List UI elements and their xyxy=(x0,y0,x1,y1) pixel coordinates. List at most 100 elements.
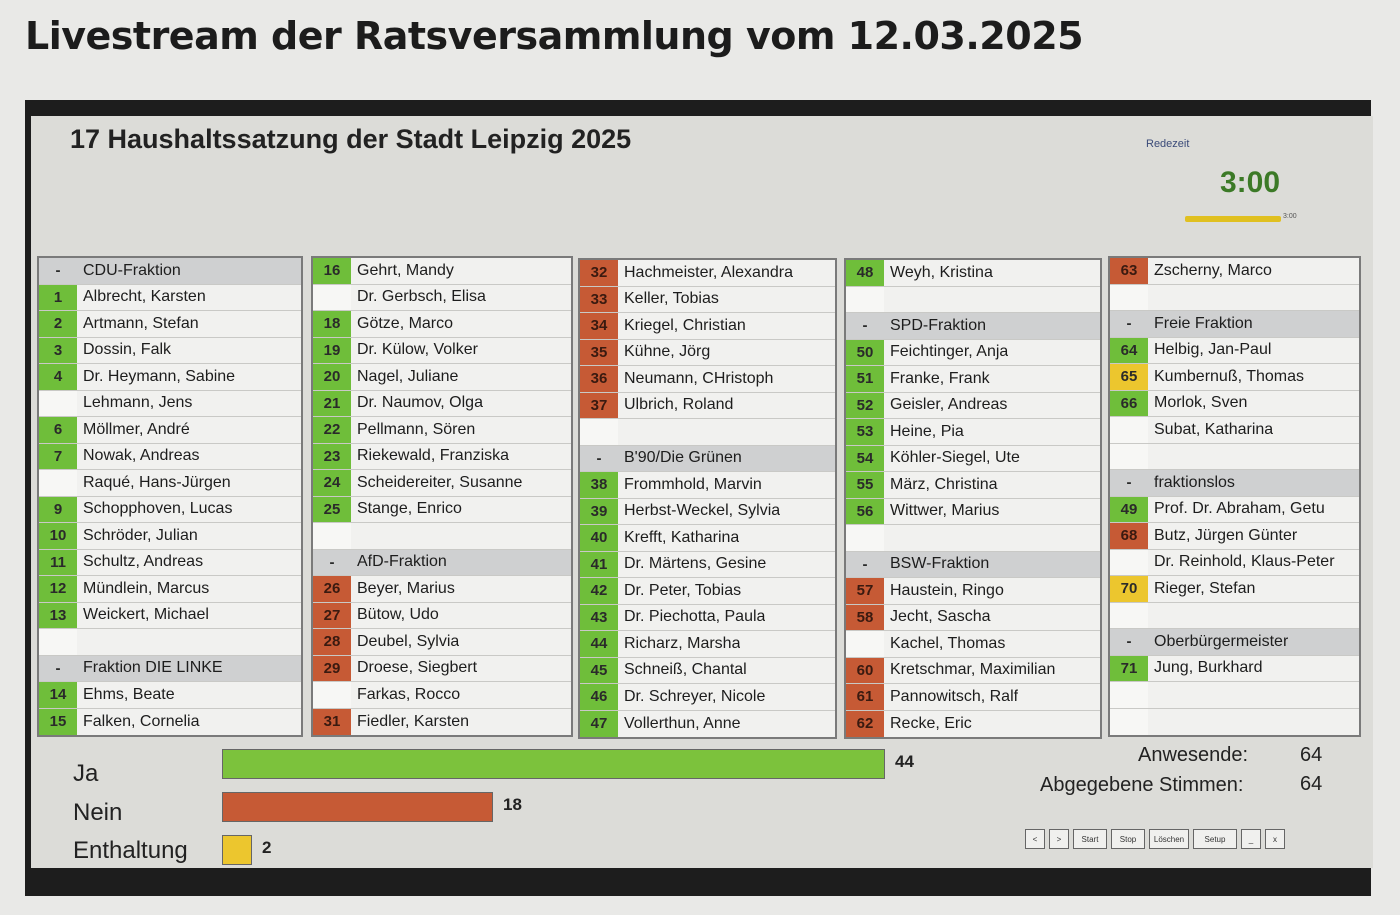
seat-number: 21 xyxy=(313,390,351,416)
member-row: 58 Jecht, Sascha xyxy=(846,604,1100,631)
member-name: März, Christina xyxy=(890,475,998,493)
control-button[interactable]: Start xyxy=(1073,829,1107,849)
member-name: Recke, Eric xyxy=(890,714,972,732)
control-button[interactable]: Löschen xyxy=(1149,829,1189,849)
seat-number: 15 xyxy=(39,708,77,735)
member-name: Helbig, Jan-Paul xyxy=(1154,341,1272,359)
member-row: 57 Haustein, Ringo xyxy=(846,578,1100,605)
faction-header-row: - AfD-Fraktion xyxy=(313,549,571,576)
member-name: Fiedler, Karsten xyxy=(357,712,470,730)
vote-bar-enthaltung xyxy=(222,835,252,865)
faction-marker: - xyxy=(862,555,868,573)
member-row xyxy=(1110,602,1359,629)
vote-label-enthaltung: Enthaltung xyxy=(73,837,188,864)
member-name: Dr. Peter, Tobias xyxy=(624,581,742,599)
faction-header-row: - fraktionslos xyxy=(1110,470,1359,497)
control-button[interactable]: Stop xyxy=(1111,829,1145,849)
member-row: 13 Weickert, Michael xyxy=(39,602,301,629)
faction-name: AfD-Fraktion xyxy=(357,553,447,571)
member-row: 51 Franke, Frank xyxy=(846,366,1100,393)
member-name: Pannowitsch, Ralf xyxy=(890,687,1019,705)
member-name: Rieger, Stefan xyxy=(1154,579,1256,597)
member-name: Schopphoven, Lucas xyxy=(83,500,233,518)
member-row: 52 Geisler, Andreas xyxy=(846,392,1100,419)
seat-number: 19 xyxy=(313,337,351,363)
seat-number: 47 xyxy=(580,710,618,737)
member-name: Farkas, Rocco xyxy=(357,685,461,703)
member-row: 19 Dr. Külow, Volker xyxy=(313,337,571,364)
member-row: 55 März, Christina xyxy=(846,472,1100,499)
seat-number: 27 xyxy=(313,602,351,628)
seat-number: 41 xyxy=(580,551,618,577)
faction-header-row: - Oberbürgermeister xyxy=(1110,629,1359,656)
seat-number: 71 xyxy=(1110,655,1148,681)
seat-number: 16 xyxy=(313,258,351,284)
seat-number: 38 xyxy=(580,472,618,498)
member-row: 65 Kumbernuß, Thomas xyxy=(1110,364,1359,391)
member-row: 20 Nagel, Juliane xyxy=(313,364,571,391)
member-name: Frommhold, Marvin xyxy=(624,475,762,493)
control-button[interactable]: _ xyxy=(1241,829,1261,849)
member-row: 68 Butz, Jürgen Günter xyxy=(1110,523,1359,550)
member-name: Deubel, Sylvia xyxy=(357,632,460,650)
member-row: 49 Prof. Dr. Abraham, Getu xyxy=(1110,496,1359,523)
member-name: Feichtinger, Anja xyxy=(890,343,1009,361)
seat-number: 53 xyxy=(846,419,884,445)
seat-number: 26 xyxy=(313,576,351,602)
member-name: Wittwer, Marius xyxy=(890,502,1000,520)
member-row: Subat, Katharina xyxy=(1110,417,1359,444)
seat-number: 14 xyxy=(39,682,77,708)
member-row: 26 Beyer, Marius xyxy=(313,576,571,603)
member-name: Kühne, Jörg xyxy=(624,343,711,361)
member-name: Weyh, Kristina xyxy=(890,263,993,281)
faction-name: Fraktion DIE LINKE xyxy=(83,659,223,677)
member-row: 31 Fiedler, Karsten xyxy=(313,708,571,735)
seat-number: 44 xyxy=(580,631,618,657)
seat-number: 43 xyxy=(580,604,618,630)
member-name: Riekewald, Franziska xyxy=(357,447,510,465)
member-row xyxy=(1110,708,1359,735)
control-button[interactable]: < xyxy=(1025,829,1045,849)
seat-number xyxy=(846,286,884,312)
seat-number: 42 xyxy=(580,578,618,604)
seat-number: 12 xyxy=(39,576,77,602)
member-name: Bütow, Udo xyxy=(357,606,439,624)
member-row: 63 Zscherny, Marco xyxy=(1110,258,1359,285)
seat-number: 4 xyxy=(39,364,77,390)
member-column: 16 Gehrt, Mandy Dr. Gerbsch, Elisa 18 Götze,… xyxy=(311,256,573,737)
redezeit-label: Redezeit xyxy=(1146,138,1190,150)
member-name: Kriegel, Christian xyxy=(624,316,746,334)
member-row: 53 Heine, Pia xyxy=(846,419,1100,446)
seat-number: 65 xyxy=(1110,364,1148,390)
seat-number xyxy=(39,629,77,655)
faction-header-row: - CDU-Fraktion xyxy=(39,258,301,285)
abgegeben-label: Abgegebene Stimmen: xyxy=(1040,774,1244,796)
seat-number: 37 xyxy=(580,392,618,418)
faction-header-row: - Fraktion DIE LINKE xyxy=(39,655,301,682)
member-row: 9 Schopphoven, Lucas xyxy=(39,496,301,523)
agenda-title: 17 Haushaltssatzung der Stadt Leipzig 20… xyxy=(70,124,632,154)
seat-number: 2 xyxy=(39,311,77,337)
member-row: 21 Dr. Naumov, Olga xyxy=(313,390,571,417)
vote-label-nein: Nein xyxy=(73,799,123,826)
control-button[interactable]: > xyxy=(1049,829,1069,849)
member-row: 62 Recke, Eric xyxy=(846,710,1100,737)
member-row: 29 Droese, Siegbert xyxy=(313,655,571,682)
seat-number: 7 xyxy=(39,443,77,469)
seat-number: 13 xyxy=(39,602,77,628)
control-button[interactable]: x xyxy=(1265,829,1285,849)
faction-marker: - xyxy=(862,317,868,335)
member-row: 50 Feichtinger, Anja xyxy=(846,339,1100,366)
member-name: Krefft, Katharina xyxy=(624,528,740,546)
member-name: Subat, Katharina xyxy=(1154,420,1274,438)
member-row: 23 Riekewald, Franziska xyxy=(313,443,571,470)
member-name: Jecht, Sascha xyxy=(890,608,991,626)
faction-marker: - xyxy=(329,553,335,571)
seat-number xyxy=(1110,708,1148,735)
seat-number: 24 xyxy=(313,470,351,496)
faction-marker: - xyxy=(55,659,61,677)
seat-number: 9 xyxy=(39,496,77,522)
member-name: Dr. Schreyer, Nicole xyxy=(624,687,766,705)
control-button[interactable]: Setup xyxy=(1193,829,1237,849)
member-row: 45 Schneiß, Chantal xyxy=(580,657,835,684)
